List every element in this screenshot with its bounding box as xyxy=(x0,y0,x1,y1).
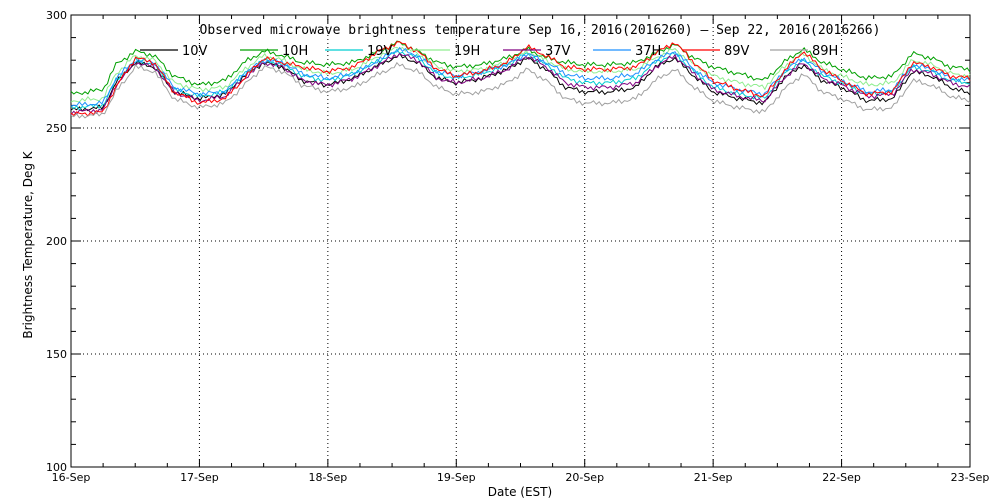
legend: 10V 10H 19V 19H 37V 37H 89V 89H xyxy=(140,44,838,59)
x-tick-label: 22-Sep xyxy=(822,471,861,484)
legend-label-89v: 89V xyxy=(724,44,750,59)
series-line-37v xyxy=(70,53,971,115)
x-axis-label: Date (EST) xyxy=(488,485,552,499)
series-line-37h xyxy=(70,46,971,107)
legend-label-10h: 10H xyxy=(282,44,308,59)
legend-label-37v: 37V xyxy=(545,44,571,59)
x-tick-label: 16-Sep xyxy=(52,471,91,484)
y-tick-label: 300 xyxy=(46,9,67,22)
series-line-89v xyxy=(70,41,971,117)
x-tick-label: 20-Sep xyxy=(565,471,604,484)
y-tick-label: 200 xyxy=(46,235,67,248)
grid xyxy=(71,15,970,467)
series-group xyxy=(70,40,971,119)
x-tick-label: 19-Sep xyxy=(437,471,476,484)
x-tick-label: 17-Sep xyxy=(180,471,219,484)
legend-label-10v: 10V xyxy=(182,44,208,59)
legend-label-37h: 37H xyxy=(635,44,661,59)
y-tick-label: 150 xyxy=(46,348,67,361)
x-tick-label: 18-Sep xyxy=(309,471,348,484)
series-line-19v xyxy=(70,48,971,111)
legend-label-89h: 89H xyxy=(812,44,838,59)
series-line-10v xyxy=(70,52,971,112)
x-tick-label: 21-Sep xyxy=(694,471,733,484)
y-axis-label: Brightness Temperature, Deg K xyxy=(21,150,35,338)
legend-label-19v: 19V xyxy=(367,44,393,59)
series-line-89h xyxy=(70,61,971,119)
y-tick-label: 250 xyxy=(46,122,67,135)
y-tick-label: 100 xyxy=(46,461,67,474)
chart-title: Observed microwave brightness temperatur… xyxy=(200,23,881,38)
legend-label-19h: 19H xyxy=(454,44,480,59)
x-tick-label: 23-Sep xyxy=(951,471,990,484)
axis-ticks: 16-Sep 17-Sep 18-Sep 19-Sep 20-Sep 21-Sep 22-S… xyxy=(46,9,989,484)
